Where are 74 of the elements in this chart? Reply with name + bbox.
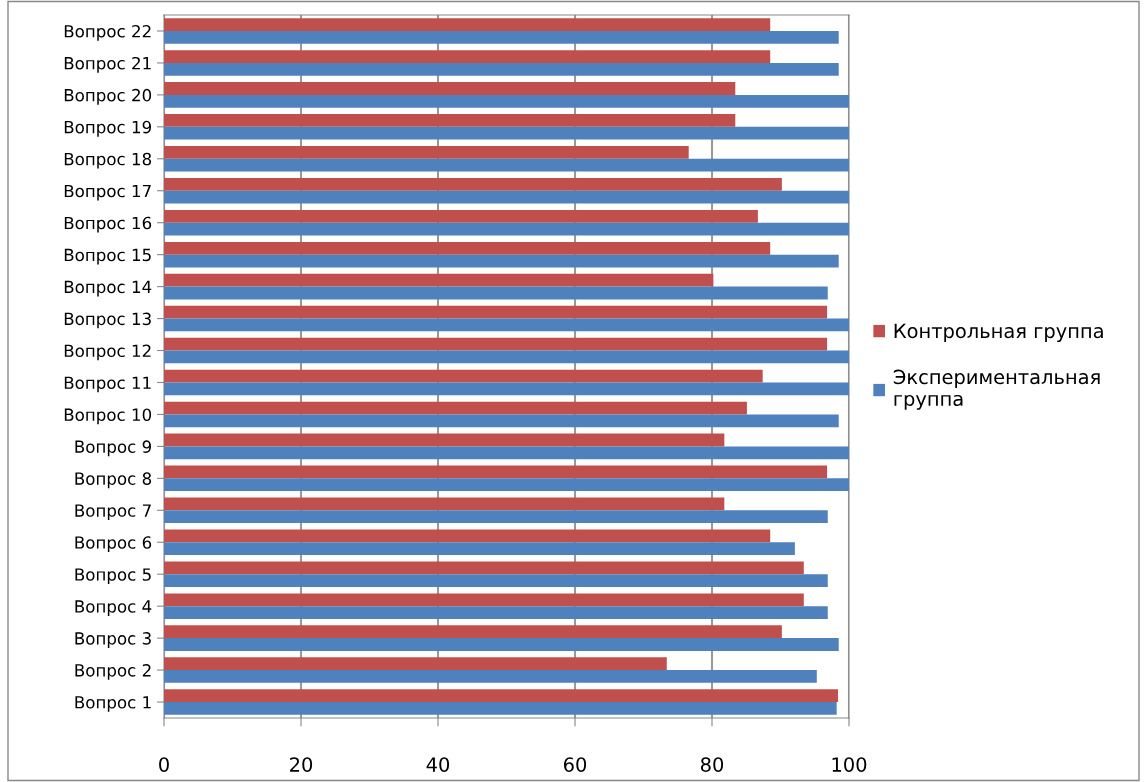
y-tick-label: Вопрос 10 [64,408,152,425]
y-tick-label: Вопрос 13 [64,312,151,329]
legend-label: Контрольная группа [894,323,1103,342]
bar [164,286,828,300]
x-tick-label: 40 [426,757,450,772]
x-tick-label: 0 [159,757,169,772]
y-tick-label: Вопрос 2 [75,664,151,680]
y-tick-label: Вопрос 11 [64,376,151,393]
bar [164,177,782,191]
bar [164,510,828,524]
bar [164,318,849,332]
bar [164,638,839,651]
bar [164,478,849,492]
bar [164,702,837,715]
y-tick-label: Вопрос 6 [75,536,152,553]
y-tick-label: Вопрос 17 [64,184,151,201]
y-tick-label: Вопрос 21 [64,56,151,73]
bar [164,542,795,556]
bar [164,209,758,223]
y-tick-label: Вопрос 14 [64,280,152,297]
x-tick-label: 100 [832,757,867,772]
y-tick-label: Вопрос 5 [75,568,151,584]
bar [164,82,736,95]
y-tick-label: Вопрос 19 [64,120,152,137]
bar [164,222,849,236]
bar [164,574,828,587]
bar [164,497,725,511]
y-tick-label: Вопрос 9 [75,440,152,457]
y-tick-label: Вопрос 7 [75,504,151,521]
legend-label: Экспериментальная группа [893,369,1100,410]
y-tick-label: Вопрос 12 [64,344,151,361]
bar [164,625,782,639]
bar [164,382,849,396]
bar [164,158,849,172]
bar [164,30,839,44]
bar [164,369,763,383]
y-tick-label: Вопрос 20 [64,88,152,105]
y-tick-label: Вопрос 8 [75,472,152,489]
y-tick-label: Вопрос 15 [64,248,151,265]
bar [164,657,667,671]
bar [164,465,828,479]
bar [164,689,839,703]
y-tick-label: Вопрос 18 [64,152,152,169]
bar [164,190,849,204]
bar [164,337,828,351]
bar [164,50,771,63]
bar [164,18,771,31]
x-tick-label: 80 [700,757,724,772]
bar [164,241,771,255]
y-tick-label: Вопрос 1 [75,696,151,712]
bar [164,305,828,319]
x-tick-label: 60 [563,757,587,772]
bar [164,670,817,683]
bar [164,401,747,415]
bar [164,126,849,140]
bar [164,146,689,159]
bar [164,529,771,543]
bar [164,62,839,76]
bar [164,94,849,108]
bar [164,433,725,447]
y-tick-label: Вопрос 22 [64,24,151,41]
bar [164,446,849,460]
y-tick-label: Вопрос 3 [75,632,151,648]
bar [164,593,804,607]
x-tick-label: 20 [290,757,313,772]
bar [164,606,828,619]
bar [164,273,714,287]
bar [164,350,849,364]
y-tick-label: Вопрос 16 [64,216,152,233]
bar [164,561,804,575]
y-tick-label: Вопрос 4 [75,600,152,616]
bar [164,114,736,127]
bar [164,254,839,268]
bar [164,414,839,428]
